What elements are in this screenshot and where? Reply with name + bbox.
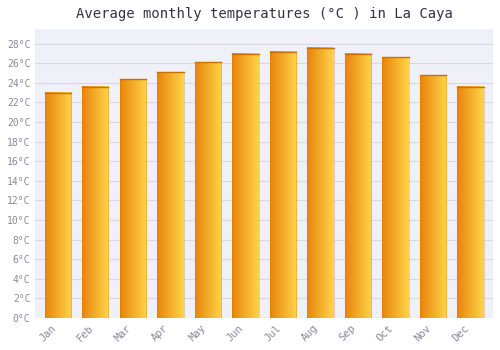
Title: Average monthly temperatures (°C ) in La Caya: Average monthly temperatures (°C ) in La… [76,7,452,21]
